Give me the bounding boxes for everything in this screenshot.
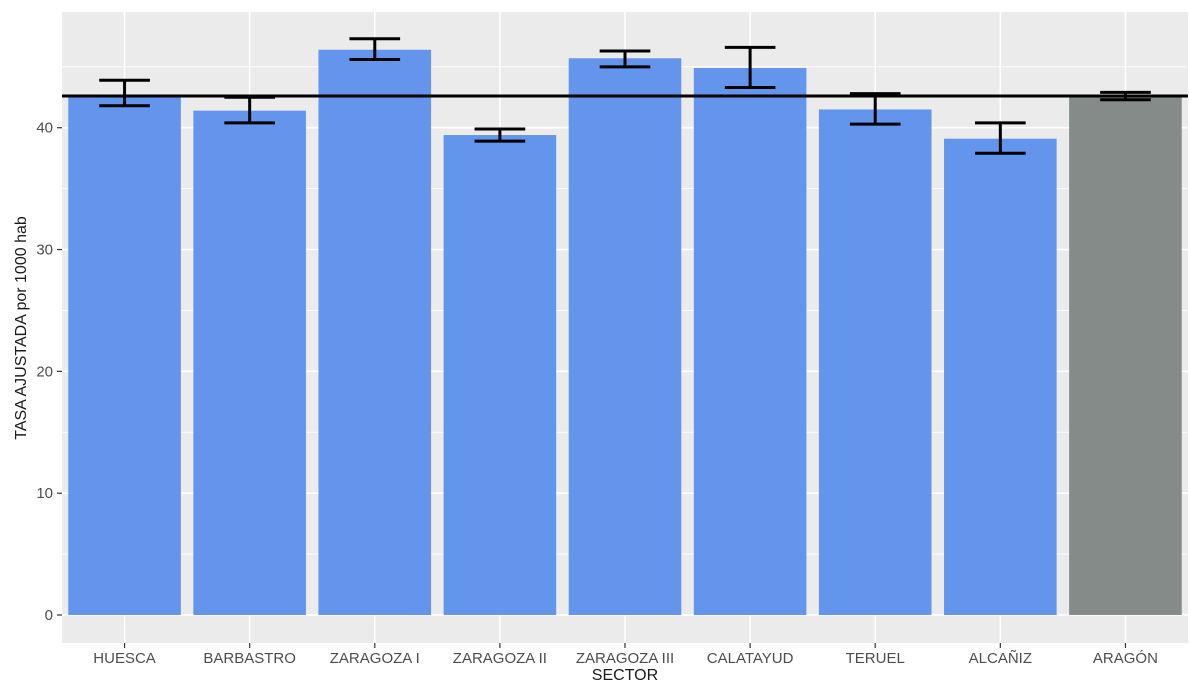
x-tick-label: ZARAGOZA I [330, 650, 420, 667]
bar [818, 109, 932, 615]
bar [944, 138, 1057, 615]
x-tick-label: ALCAÑIZ [969, 650, 1032, 667]
bar [193, 110, 306, 615]
y-tick-label: 30 [36, 242, 53, 259]
bar [68, 94, 181, 615]
bar [693, 68, 807, 615]
y-tick-label: 20 [36, 363, 53, 380]
y-tick-label: 10 [36, 485, 53, 502]
x-tick-label: TERUEL [846, 650, 905, 667]
x-axis-title: SECTOR [592, 667, 658, 684]
y-axis: 0 10 20 30 40 [36, 120, 62, 624]
bar [1069, 96, 1182, 615]
x-tick-label: BARBASTRO [203, 650, 296, 667]
x-axis: HUESCA BARBASTRO ZARAGOZA I ZARAGOZA II ZARA… [93, 643, 1158, 667]
y-tick-label: 40 [36, 120, 53, 137]
error-bars [99, 37, 1151, 155]
bar [318, 49, 432, 615]
y-axis-title: TASA AJUSTADA por 1000 hab [13, 216, 30, 440]
bar [568, 58, 682, 615]
x-tick-label: ARAGÓN [1093, 650, 1158, 667]
y-tick-label: 0 [45, 607, 53, 624]
x-tick-label: ZARAGOZA III [576, 650, 674, 667]
x-tick-label: CALATAYUD [707, 650, 794, 667]
bars [68, 49, 1182, 615]
bar [443, 135, 557, 615]
x-tick-label: HUESCA [93, 650, 156, 667]
x-tick-label: ZARAGOZA II [453, 650, 547, 667]
